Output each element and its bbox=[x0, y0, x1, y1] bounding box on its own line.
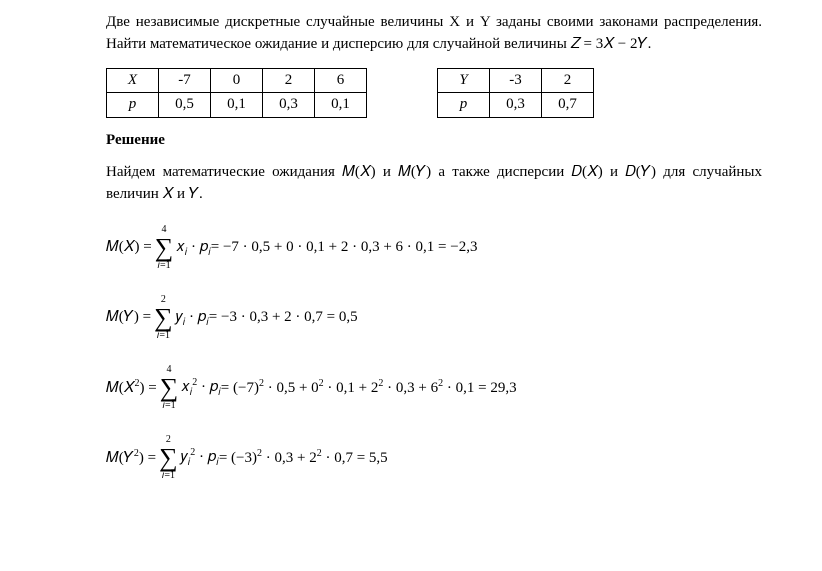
sum-sigma: 2 ∑ 𝑖=1 bbox=[159, 435, 178, 481]
formula-lhs: 𝑀(𝑌) = bbox=[106, 307, 151, 329]
table-x-var-label: X bbox=[107, 68, 159, 93]
table-y-prob: 0,7 bbox=[542, 93, 594, 118]
formula-lhs: 𝑀(𝑋2) = bbox=[106, 377, 157, 400]
formula-mx: 𝑀(𝑋) = 4 ∑ 𝑖=1 𝑥𝑖 · 𝑝𝑖 = −7 · 0,5 + 0 · … bbox=[106, 225, 762, 271]
table-y: Y -3 2 p 0,3 0,7 bbox=[437, 68, 594, 119]
formula-lhs: 𝑀(𝑌2) = bbox=[106, 447, 156, 470]
table-x: X -7 0 2 6 p 0,5 0,1 0,3 0,1 bbox=[106, 68, 367, 119]
formula-mx2: 𝑀(𝑋2) = 4 ∑ 𝑖=1 𝑥𝑖2 · 𝑝𝑖 = (−7)2 · 0,5 +… bbox=[106, 365, 762, 411]
table-x-prob: 0,5 bbox=[159, 93, 211, 118]
sigma-symbol: ∑ bbox=[155, 235, 174, 261]
sum-body: 𝑦𝑖2 · 𝑝𝑖 bbox=[181, 446, 219, 471]
sigma-symbol: ∑ bbox=[159, 445, 178, 471]
table-y-prob-label: p bbox=[438, 93, 490, 118]
sum-lower: 𝑖=1 bbox=[157, 331, 170, 341]
sum-body: 𝑥𝑖 · 𝑝𝑖 bbox=[176, 237, 211, 261]
formula-my2: 𝑀(𝑌2) = 2 ∑ 𝑖=1 𝑦𝑖2 · 𝑝𝑖 = (−3)2 · 0,3 +… bbox=[106, 435, 762, 481]
formula-lhs: 𝑀(𝑋) = bbox=[106, 237, 152, 259]
formula-rhs: = −7 · 0,5 + 0 · 0,1 + 2 · 0,3 + 6 · 0,1… bbox=[211, 237, 478, 259]
sum-sigma: 2 ∑ 𝑖=1 bbox=[154, 295, 173, 341]
sum-lower: 𝑖=1 bbox=[162, 471, 175, 481]
table-y-var-label: Y bbox=[438, 68, 490, 93]
sum-body: 𝑥𝑖2 · 𝑝𝑖 bbox=[181, 376, 221, 401]
table-x-prob: 0,1 bbox=[315, 93, 367, 118]
solution-intro: Найдем математические ожидания 𝑀(𝑋) и 𝑀(… bbox=[106, 162, 762, 206]
tables-container: X -7 0 2 6 p 0,5 0,1 0,3 0,1 Y -3 2 p 0,… bbox=[106, 68, 762, 119]
formula-rhs: = (−7)2 · 0,5 + 02 · 0,1 + 22 · 0,3 + 62… bbox=[221, 377, 517, 400]
formula-rhs: = (−3)2 · 0,3 + 22 · 0,7 = 5,5 bbox=[219, 447, 388, 470]
sum-body: 𝑦𝑖 · 𝑝𝑖 bbox=[176, 307, 209, 331]
table-x-value: 6 bbox=[315, 68, 367, 93]
sum-sigma: 4 ∑ 𝑖=1 bbox=[160, 365, 179, 411]
sigma-symbol: ∑ bbox=[154, 305, 173, 331]
table-x-prob: 0,3 bbox=[263, 93, 315, 118]
table-x-value: -7 bbox=[159, 68, 211, 93]
table-y-prob: 0,3 bbox=[490, 93, 542, 118]
table-x-prob-label: p bbox=[107, 93, 159, 118]
table-y-value: -3 bbox=[490, 68, 542, 93]
table-x-value: 2 bbox=[263, 68, 315, 93]
sum-sigma: 4 ∑ 𝑖=1 bbox=[155, 225, 174, 271]
sum-lower: 𝑖=1 bbox=[162, 401, 175, 411]
sigma-symbol: ∑ bbox=[160, 375, 179, 401]
table-x-value: 0 bbox=[211, 68, 263, 93]
formula-my: 𝑀(𝑌) = 2 ∑ 𝑖=1 𝑦𝑖 · 𝑝𝑖 = −3 · 0,3 + 2 · … bbox=[106, 295, 762, 341]
formula-rhs: = −3 · 0,3 + 2 · 0,7 = 0,5 bbox=[209, 307, 358, 329]
table-x-prob: 0,1 bbox=[211, 93, 263, 118]
problem-statement: Две независимые дискретные случайные вел… bbox=[106, 12, 762, 56]
table-y-value: 2 bbox=[542, 68, 594, 93]
sum-lower: 𝑖=1 bbox=[157, 261, 170, 271]
solution-label: Решение bbox=[106, 130, 762, 152]
